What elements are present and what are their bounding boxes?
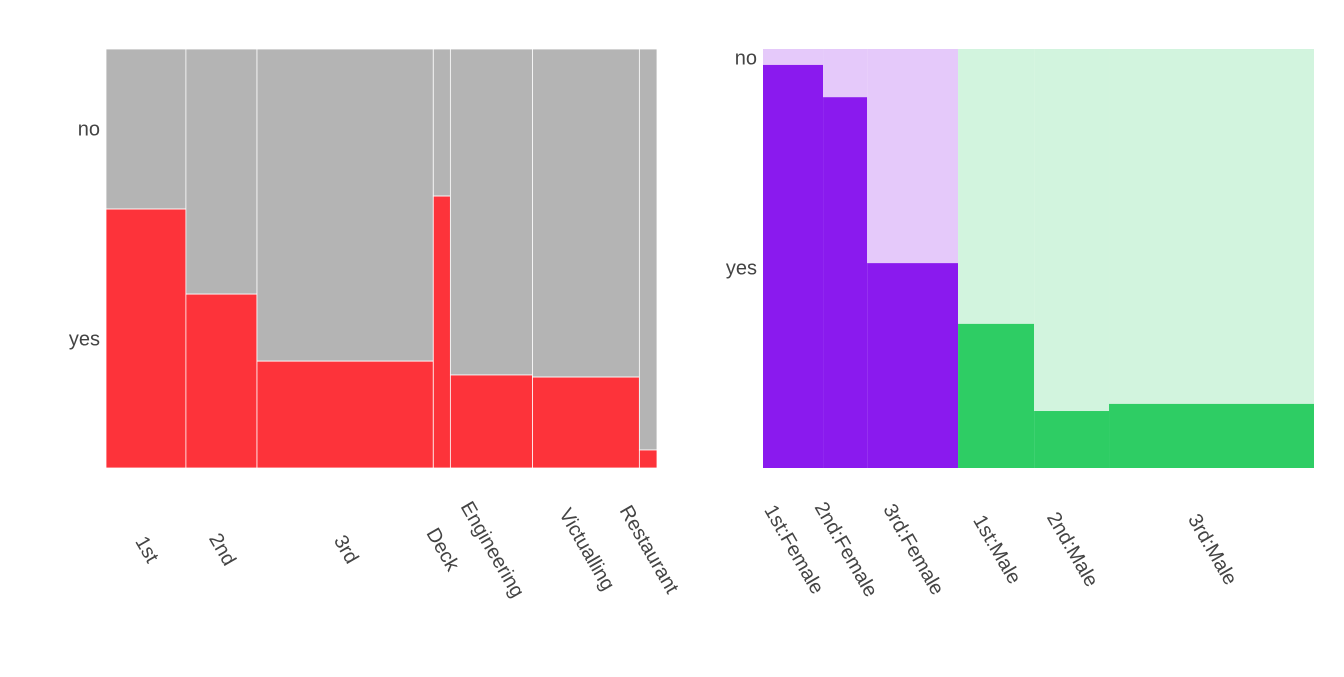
tile-yes-2nd-male [1034,411,1110,468]
tile-no-engineering [449,48,533,376]
tile-no-2nd [185,48,258,295]
tile-yes-victualling [532,376,640,469]
x-tick-label: 2nd:Male [1042,509,1102,591]
tile-no-3rd-male [1109,49,1314,404]
tile-no-1st [105,48,187,210]
x-tick-label: 1st:Male [968,511,1025,587]
y-tick-label: no [78,118,100,140]
x-tick-label: 3rd:Male [1183,510,1241,588]
x-tick-label: 2nd [204,530,240,570]
tile-yes-engineering [449,374,533,469]
tile-no-1st-female [763,49,824,65]
tile-yes-deck [432,195,451,469]
x-tick-label: 1st [130,533,163,567]
tile-no-2nd-female [823,49,868,98]
tile-yes-3rd [256,360,434,469]
x-tick-label: Restaurant [615,502,683,598]
tile-yes-1st-female [763,64,824,468]
y-tick-label: no [735,47,757,69]
tile-yes-3rd-female [867,263,959,468]
tile-no-restaurant [638,48,658,451]
tile-yes-2nd [185,293,258,469]
x-tick-label: 3rd:Female [878,500,948,599]
tile-yes-1st-male [958,323,1035,468]
x-tick-label: Engineering [456,498,528,601]
tile-yes-restaurant [638,449,658,469]
x-tick-label: Deck [422,524,464,575]
y-tick-label: yes [726,257,757,279]
y-tick-label: yes [69,328,100,350]
tile-no-victualling [532,48,640,378]
tile-yes-1st [105,208,187,469]
tile-no-3rd-female [867,49,959,264]
tile-yes-3rd-male [1109,403,1314,468]
tile-no-2nd-male [1034,49,1110,412]
tile-no-1st-male [958,49,1035,324]
tile-no-deck [432,48,451,197]
x-tick-label: 3rd [329,532,363,568]
x-tick-label: Victualling [554,505,618,595]
tile-yes-2nd-female [823,97,868,468]
tile-no-3rd [256,48,434,362]
